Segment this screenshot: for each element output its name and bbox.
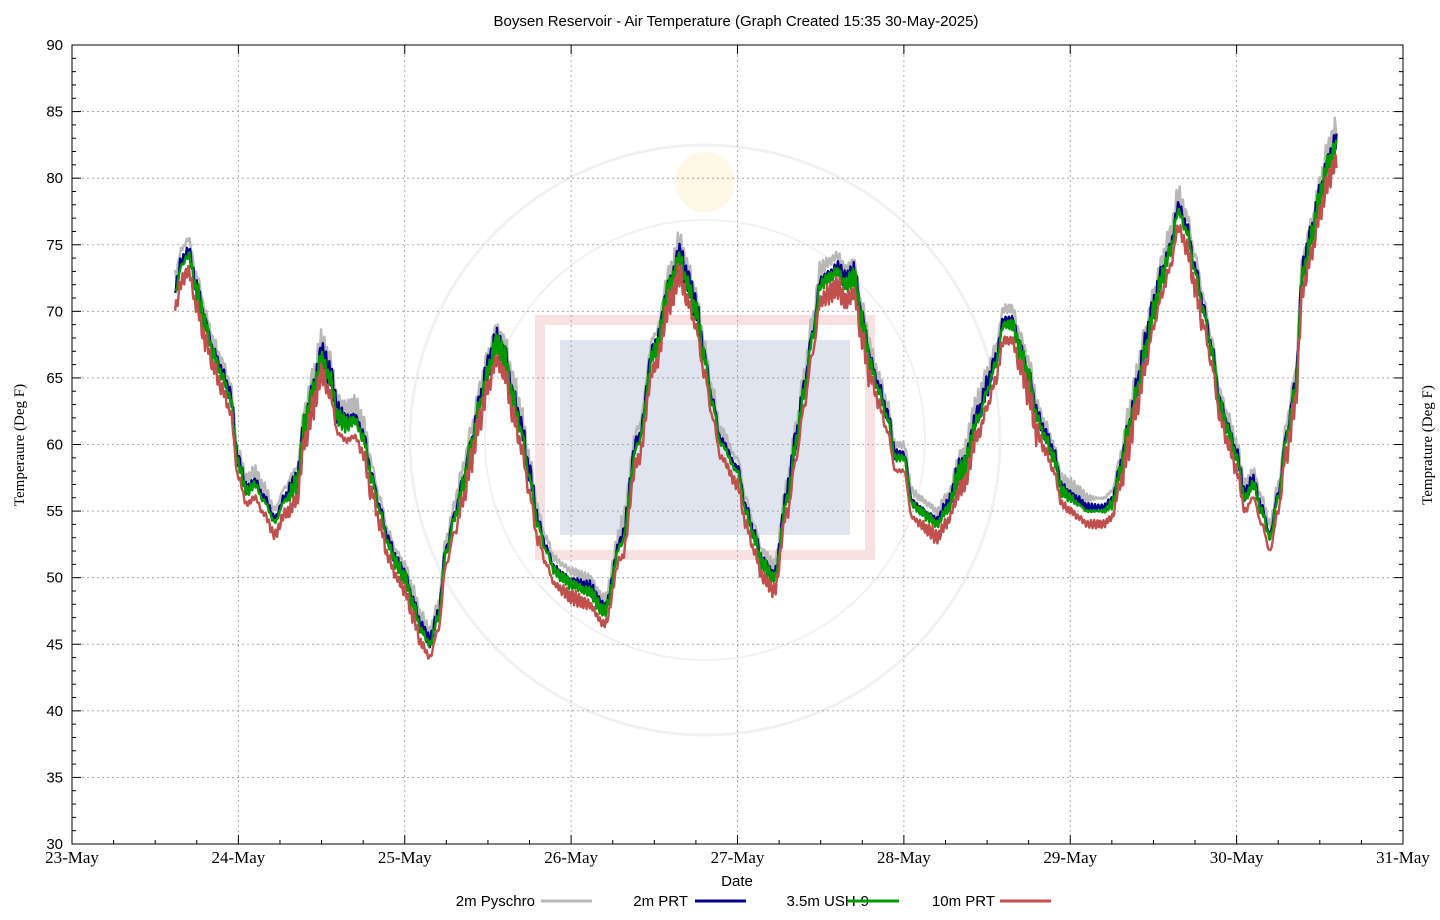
y-tick-label: 50 [46, 570, 63, 587]
x-tick-label: 28-May [877, 848, 931, 867]
y-axis-label-right: Temprature (Deg F) [1420, 385, 1436, 505]
series-layer [174, 116, 1338, 660]
series-line-3-5m-ush-9 [174, 139, 1338, 648]
legend-label: 2m PRT [633, 893, 688, 910]
legend: 2m Pyschro 2m PRT 3.5m USH-9 10m PRT [456, 893, 1051, 910]
x-tick-label: 24-May [211, 848, 265, 867]
chart-title: Boysen Reservoir - Air Temperature (Grap… [494, 13, 979, 30]
x-tick-label: 25-May [378, 848, 432, 867]
y-axis-label-left: Temperaure (Deg F) [12, 384, 28, 506]
y-tick-label: 45 [46, 636, 63, 653]
x-tick-label: 29-May [1043, 848, 1097, 867]
x-axis-label: Date [721, 873, 753, 890]
y-tick-label: 70 [46, 303, 63, 320]
y-tick-label: 60 [46, 437, 63, 454]
legend-label: 3.5m USH-9 [786, 893, 869, 910]
y-tick-label: 55 [46, 503, 63, 520]
grid-lines [72, 45, 1403, 844]
series-line-2m-pyschro [174, 116, 1338, 638]
x-tick-label: 31-May [1376, 848, 1430, 867]
x-tick-label: 23-May [45, 848, 99, 867]
y-tick-label: 30 [46, 836, 63, 853]
legend-label: 10m PRT [932, 893, 995, 910]
y-tick-label: 40 [46, 703, 63, 720]
series-line-10m-prt [174, 153, 1338, 660]
y-tick-label: 75 [46, 237, 63, 254]
x-axis-ticks: 23-May 24-May 25-May 26-May 27-May 28-May 29-M… [45, 45, 1430, 867]
y-axis-ticks: 30 35 40 45 50 55 60 65 70 75 80 85 90 [46, 37, 1403, 853]
y-tick-label: 65 [46, 370, 63, 387]
legend-label: 2m Pyschro [456, 893, 535, 910]
x-tick-label: 30-May [1210, 848, 1264, 867]
x-tick-label: 26-May [544, 848, 598, 867]
y-tick-label: 90 [46, 37, 63, 54]
y-tick-label: 35 [46, 769, 63, 786]
y-tick-label: 85 [46, 104, 63, 121]
x-tick-label: 27-May [711, 848, 765, 867]
wyoming-mesonet-watermark-logo [408, 143, 1002, 737]
y-tick-label: 80 [46, 170, 63, 187]
